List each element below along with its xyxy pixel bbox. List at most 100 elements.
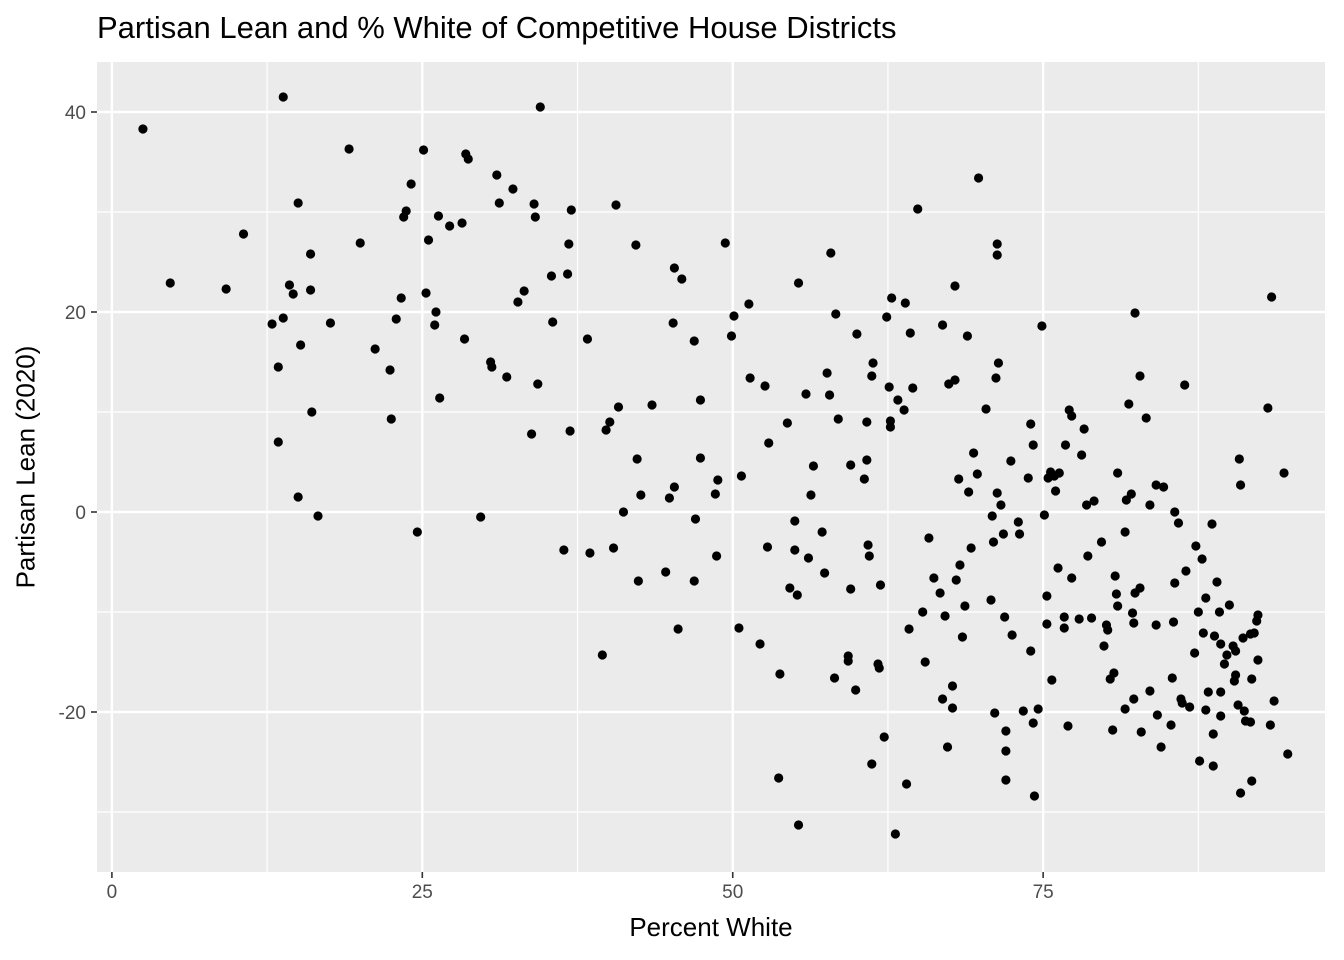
data-point xyxy=(890,829,900,839)
data-point xyxy=(689,336,699,346)
data-point xyxy=(618,507,629,517)
data-point xyxy=(987,511,997,521)
data-point xyxy=(1086,613,1097,623)
data-point xyxy=(445,221,455,231)
data-point xyxy=(951,575,961,585)
data-point xyxy=(566,205,576,215)
data-point xyxy=(1127,608,1138,618)
data-point xyxy=(852,329,862,339)
data-point xyxy=(972,469,982,479)
data-point xyxy=(862,455,872,465)
data-point xyxy=(1201,593,1211,603)
data-point xyxy=(1099,641,1109,651)
data-point xyxy=(564,239,574,249)
data-point xyxy=(1054,468,1064,478)
data-point xyxy=(868,358,878,368)
data-point xyxy=(1209,631,1220,641)
data-point xyxy=(1245,717,1256,727)
x-tick-label: 25 xyxy=(412,882,433,903)
data-point xyxy=(1194,756,1205,766)
plot-panel xyxy=(97,62,1325,872)
data-point xyxy=(991,373,1001,383)
data-point xyxy=(1253,655,1263,665)
data-point xyxy=(585,548,595,558)
data-point xyxy=(1001,726,1011,736)
data-point xyxy=(774,773,784,783)
data-point xyxy=(296,340,306,350)
data-point xyxy=(1053,563,1063,573)
data-point xyxy=(1039,510,1049,520)
data-point xyxy=(962,331,973,341)
data-point xyxy=(829,673,840,683)
data-point xyxy=(1193,607,1203,617)
data-point xyxy=(1279,468,1289,478)
data-point xyxy=(720,238,730,248)
data-point xyxy=(494,198,504,208)
data-point xyxy=(937,694,948,704)
data-point xyxy=(677,274,687,284)
data-point xyxy=(1269,696,1279,706)
data-point xyxy=(1231,670,1241,680)
data-point xyxy=(846,460,856,470)
data-point xyxy=(401,206,411,216)
data-point xyxy=(1129,618,1139,628)
data-point xyxy=(904,624,914,634)
data-point xyxy=(1156,742,1166,752)
data-point xyxy=(278,313,288,323)
data-point xyxy=(820,568,830,578)
data-point xyxy=(1129,694,1139,704)
data-point xyxy=(947,703,958,713)
data-point xyxy=(874,663,884,673)
data-point xyxy=(1082,500,1092,510)
data-point xyxy=(775,669,785,679)
data-point xyxy=(1067,411,1077,421)
data-point xyxy=(1089,496,1099,506)
data-point xyxy=(1207,519,1217,529)
data-point xyxy=(1267,292,1277,302)
data-point xyxy=(1265,720,1275,730)
data-point xyxy=(293,198,303,208)
data-point xyxy=(1216,711,1226,721)
data-point xyxy=(559,545,569,555)
data-point xyxy=(879,732,889,742)
data-point xyxy=(885,416,896,426)
data-point xyxy=(1141,413,1151,423)
data-point xyxy=(1135,583,1145,593)
data-point xyxy=(793,278,804,288)
data-point xyxy=(1166,720,1176,730)
data-point xyxy=(1239,706,1249,716)
data-point xyxy=(548,317,558,327)
data-point xyxy=(1222,650,1232,660)
data-point xyxy=(529,199,539,209)
data-point xyxy=(391,314,401,324)
data-point xyxy=(710,489,720,499)
data-point xyxy=(846,584,856,594)
data-point xyxy=(307,407,317,417)
data-point xyxy=(238,229,249,239)
data-point xyxy=(1177,698,1187,708)
data-point xyxy=(1067,573,1077,583)
data-point xyxy=(492,170,502,180)
data-point xyxy=(817,527,827,537)
data-point xyxy=(431,307,441,317)
data-point xyxy=(1110,571,1120,581)
data-point xyxy=(565,426,575,436)
data-point xyxy=(875,580,886,590)
data-point xyxy=(1136,727,1146,737)
data-point xyxy=(1047,675,1057,685)
data-point xyxy=(533,379,543,389)
data-point xyxy=(986,595,996,605)
data-point xyxy=(669,482,679,492)
data-point xyxy=(822,368,832,378)
data-point xyxy=(808,461,819,471)
data-point xyxy=(418,145,429,155)
data-point xyxy=(1263,403,1273,413)
data-point xyxy=(867,371,877,381)
data-point xyxy=(831,309,841,319)
data-point xyxy=(385,365,395,375)
data-point xyxy=(992,239,1002,249)
data-point xyxy=(278,92,288,102)
data-point xyxy=(937,320,948,330)
data-point xyxy=(695,395,706,405)
